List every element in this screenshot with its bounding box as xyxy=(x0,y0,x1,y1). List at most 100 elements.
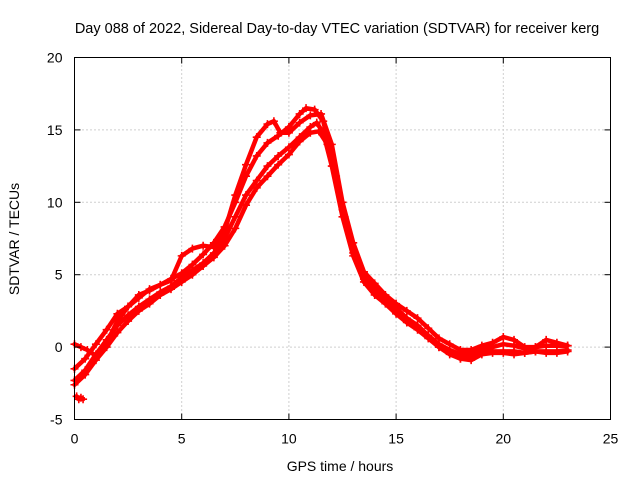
data-point xyxy=(349,238,358,247)
data-point xyxy=(231,191,240,200)
data-point xyxy=(542,335,551,344)
data-point xyxy=(402,306,411,315)
tick-layer: 0 5 10 15 20 25 -5 0 5 10 15 20 xyxy=(47,50,619,447)
data-point xyxy=(456,354,465,363)
data-point xyxy=(199,250,208,259)
data-point xyxy=(317,109,326,118)
data-point xyxy=(263,120,272,129)
data-point xyxy=(209,243,218,252)
data-point xyxy=(499,348,508,357)
data-point xyxy=(295,118,304,127)
data-point xyxy=(510,350,519,359)
data-point xyxy=(188,270,197,279)
y-tick-label: 10 xyxy=(47,194,63,210)
data-point xyxy=(370,279,379,288)
data-point xyxy=(263,172,272,181)
data-point xyxy=(392,299,401,308)
data-point xyxy=(242,160,251,169)
data-point xyxy=(477,350,486,359)
data-point xyxy=(252,133,261,142)
x-tick-label: 10 xyxy=(281,431,297,447)
data-point xyxy=(488,348,497,357)
data-point xyxy=(252,183,261,192)
data-point xyxy=(274,151,283,160)
plot-frame xyxy=(74,57,611,420)
x-axis-label: GPS time / hours xyxy=(287,458,394,474)
data-point xyxy=(231,224,240,233)
data-point xyxy=(166,285,175,294)
data-point xyxy=(424,324,433,333)
data-point xyxy=(434,343,443,352)
data-point xyxy=(220,241,229,250)
y-tick-label: 20 xyxy=(47,50,63,66)
data-point xyxy=(91,351,100,360)
y-tick-label: 0 xyxy=(55,339,63,355)
data-point xyxy=(134,290,143,299)
data-point xyxy=(269,117,278,126)
data-point xyxy=(359,267,368,276)
data-layer xyxy=(70,104,572,404)
data-point xyxy=(424,332,433,341)
data-point xyxy=(91,340,100,349)
data-point xyxy=(188,244,197,253)
data-point xyxy=(434,334,443,343)
data-point xyxy=(113,328,122,337)
data-point xyxy=(531,343,540,352)
data-point xyxy=(145,299,154,308)
data-point xyxy=(477,341,486,350)
data-point xyxy=(552,348,561,357)
data-point xyxy=(231,212,240,221)
data-point xyxy=(314,127,323,136)
data-point xyxy=(499,332,508,341)
data-point xyxy=(413,322,422,331)
data-point xyxy=(102,338,111,347)
data-point xyxy=(274,160,283,169)
data-point xyxy=(188,260,197,269)
data-point xyxy=(263,138,272,147)
data-point xyxy=(456,345,465,354)
series-track-4 xyxy=(70,109,572,360)
data-point xyxy=(310,105,319,114)
data-point xyxy=(563,341,572,350)
data-point xyxy=(242,191,251,200)
y-tick-label: -5 xyxy=(50,412,63,428)
data-point xyxy=(327,140,336,149)
x-tick-label: 25 xyxy=(603,431,619,447)
data-point xyxy=(359,275,368,284)
data-point xyxy=(370,286,379,295)
data-point xyxy=(134,306,143,315)
data-point xyxy=(381,290,390,299)
data-point xyxy=(402,317,411,326)
y-tick-label: 15 xyxy=(47,122,63,138)
y-axis-label: SDTVAR / TECUs xyxy=(6,183,22,295)
data-point xyxy=(295,109,304,118)
data-point xyxy=(542,348,551,357)
data-point xyxy=(79,395,88,404)
data-point xyxy=(445,340,454,349)
data-point xyxy=(488,338,497,347)
data-point xyxy=(295,137,304,146)
data-point xyxy=(284,128,293,137)
data-point xyxy=(306,128,315,137)
data-point xyxy=(177,251,186,260)
chart-title: Day 088 of 2022, Sidereal Day-to-day VTE… xyxy=(75,21,599,37)
data-point xyxy=(102,325,111,334)
data-point xyxy=(113,317,122,326)
data-point xyxy=(252,176,261,185)
data-point xyxy=(499,340,508,349)
y-tick-label: 5 xyxy=(55,267,63,283)
data-point xyxy=(510,335,519,344)
data-point xyxy=(263,162,272,171)
data-point xyxy=(445,348,454,357)
data-point xyxy=(124,317,133,326)
data-point xyxy=(467,345,476,354)
data-point xyxy=(413,314,422,323)
data-point xyxy=(177,277,186,286)
data-point xyxy=(312,118,321,127)
data-point xyxy=(166,276,175,285)
x-tick-label: 15 xyxy=(388,431,404,447)
x-tick-label: 0 xyxy=(71,431,79,447)
data-point xyxy=(276,128,285,137)
data-point xyxy=(242,201,251,210)
